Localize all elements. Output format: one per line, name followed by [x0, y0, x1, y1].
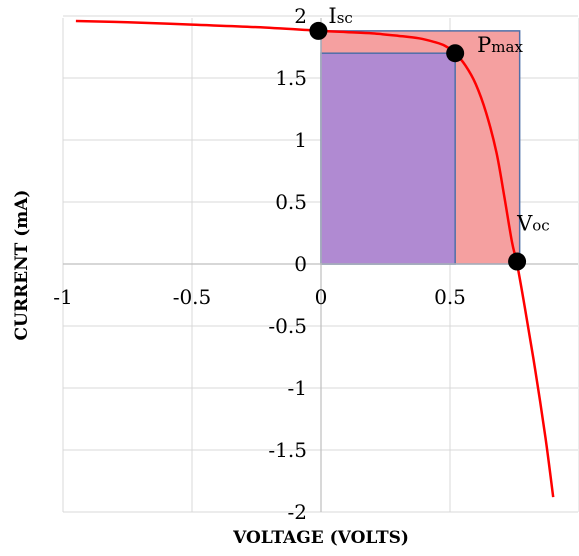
point-label-subscript: oc: [532, 217, 549, 235]
x-tick-label: 0: [315, 285, 328, 309]
y-tick-label: -1: [288, 376, 307, 400]
y-tick-label: 1: [294, 128, 307, 152]
point-label: Isc: [328, 4, 352, 28]
pmax-rectangle: [320, 52, 456, 265]
point-label-subscript: max: [491, 38, 523, 56]
y-tick-label: 2: [294, 4, 307, 28]
point-marker: [309, 21, 328, 40]
y-tick-label: 1.5: [275, 66, 307, 90]
x-axis-title: VOLTAGE (VOLTS): [232, 528, 409, 548]
y-tick-label: 0.5: [275, 190, 307, 214]
tick-labels: 21.510.50-0.5-1-1.5-2-1-0.500.51: [53, 4, 579, 524]
point-label-subscript: sc: [337, 9, 353, 27]
y-tick-label: -1.5: [268, 438, 307, 462]
y-tick-label: 0: [294, 252, 307, 276]
x-tick-label: 0.5: [434, 285, 466, 309]
y-tick-label: -0.5: [268, 314, 307, 338]
axes: [63, 18, 578, 512]
point-marker: [508, 252, 527, 271]
y-axis-title: CURRENT (mA): [12, 190, 32, 341]
y-tick-label: -2: [288, 500, 307, 524]
x-tick-label: -0.5: [173, 285, 212, 309]
area-rectangles: [320, 30, 521, 265]
x-tick-label: -1: [53, 285, 72, 309]
point-marker: [446, 44, 465, 63]
